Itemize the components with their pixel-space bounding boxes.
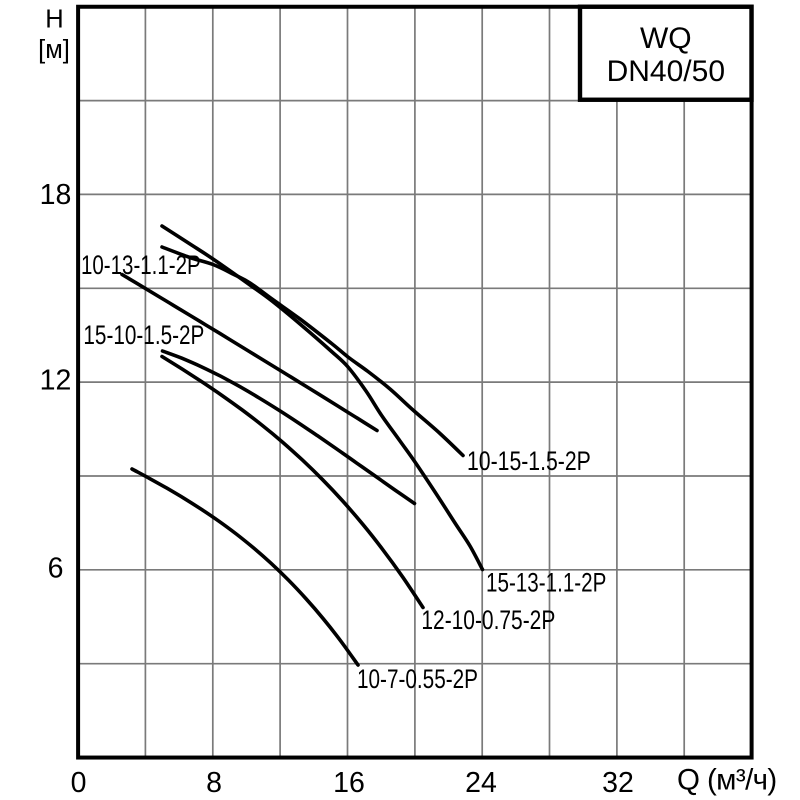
svg-text:15-10-1.5-2P: 15-10-1.5-2P: [83, 320, 204, 350]
svg-text:8: 8: [206, 767, 222, 799]
svg-text:[м]: [м]: [38, 36, 70, 64]
svg-text:18: 18: [40, 179, 72, 211]
svg-text:DN40/50: DN40/50: [607, 55, 725, 88]
svg-text:16: 16: [333, 767, 365, 799]
svg-text:10-7-0.55-2P: 10-7-0.55-2P: [357, 664, 478, 694]
svg-text:10-13-1.1-2P: 10-13-1.1-2P: [81, 250, 201, 280]
svg-text:12: 12: [40, 365, 72, 397]
svg-text:0: 0: [71, 767, 87, 799]
svg-text:H: H: [45, 6, 63, 34]
svg-text:12-10-0.75-2P: 12-10-0.75-2P: [421, 605, 555, 635]
svg-text:10-15-1.5-2P: 10-15-1.5-2P: [467, 446, 591, 476]
svg-text:6: 6: [48, 553, 64, 585]
svg-text:WQ: WQ: [640, 22, 692, 55]
svg-text:24: 24: [465, 767, 497, 799]
svg-text:15-13-1.1-2P: 15-13-1.1-2P: [486, 568, 606, 598]
svg-text:32: 32: [602, 767, 634, 799]
svg-text:Q (м³/ч): Q (м³/ч): [677, 764, 777, 797]
